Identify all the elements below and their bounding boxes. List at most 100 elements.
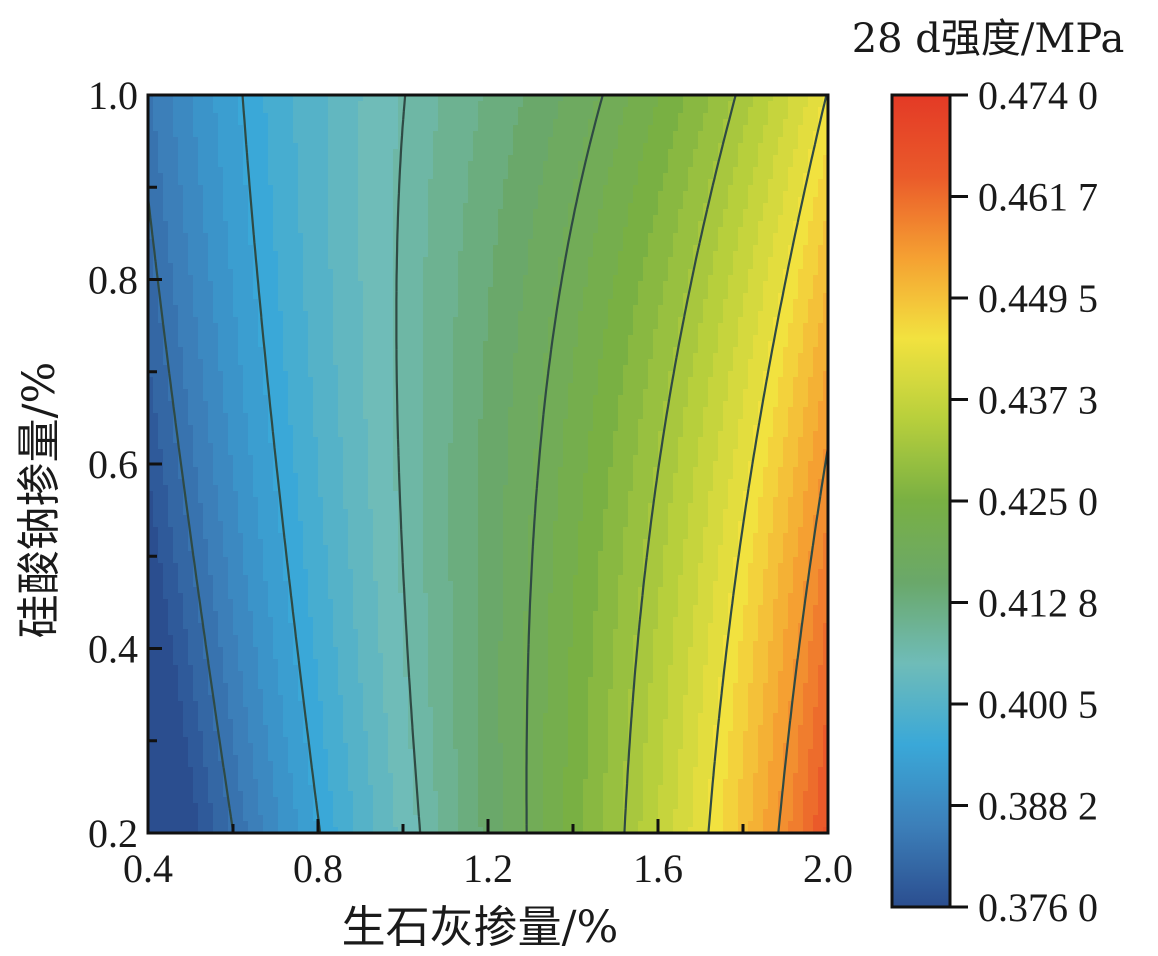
heatmap-cell [173, 335, 179, 342]
heatmap-cell [308, 809, 314, 816]
heatmap-cell [233, 605, 239, 612]
heatmap-cell [288, 371, 294, 378]
heatmap-cell [283, 593, 289, 600]
heatmap-cell [223, 353, 229, 360]
heatmap-cell [333, 383, 339, 390]
heatmap-cell [318, 707, 324, 714]
heatmap-cell [193, 419, 199, 426]
heatmap-cell [183, 389, 189, 396]
heatmap-cell [303, 113, 309, 120]
heatmap-cell [173, 323, 179, 330]
heatmap-cell [178, 803, 184, 810]
heatmap-cell [343, 317, 349, 324]
heatmap-cell [348, 473, 354, 480]
heatmap-cell [233, 479, 239, 486]
heatmap-cell [213, 155, 219, 162]
heatmap-cell [168, 191, 174, 198]
heatmap-cell [228, 251, 234, 258]
heatmap-cell [278, 815, 284, 822]
heatmap-cell [338, 665, 344, 672]
heatmap-cell [228, 257, 234, 264]
heatmap-cell [318, 809, 324, 816]
heatmap-cell [288, 659, 294, 666]
heatmap-cell [323, 179, 329, 186]
heatmap-cell [183, 479, 189, 486]
heatmap-cell [158, 575, 164, 582]
heatmap-cell [328, 641, 334, 648]
heatmap-cell [263, 263, 269, 270]
heatmap-cell [308, 395, 314, 402]
heatmap-cell [173, 167, 179, 174]
heatmap-cell [193, 791, 199, 798]
heatmap-cell [218, 413, 224, 420]
heatmap-cell [278, 809, 284, 816]
heatmap-cell [333, 713, 339, 720]
heatmap-cell [183, 143, 189, 150]
heatmap-cell [278, 827, 284, 833]
heatmap-cell [313, 821, 319, 828]
heatmap-cell [328, 209, 334, 216]
heatmap-cell [248, 779, 254, 786]
heatmap-cell [318, 257, 324, 264]
heatmap-cell [328, 419, 334, 426]
heatmap-cell [188, 509, 194, 516]
heatmap-cell [218, 359, 224, 366]
heatmap-cell [173, 275, 179, 282]
heatmap-cell [238, 797, 244, 804]
heatmap-cell [218, 725, 224, 732]
heatmap-cell [263, 149, 269, 156]
heatmap-cell [208, 587, 214, 594]
heatmap-cell [183, 665, 189, 672]
heatmap-cell [228, 689, 234, 696]
heatmap-cell [258, 713, 264, 720]
heatmap-cell [338, 803, 344, 810]
heatmap-cell [178, 797, 184, 804]
heatmap-cell [338, 785, 344, 792]
heatmap-cell [238, 659, 244, 666]
heatmap-cell [148, 425, 154, 432]
heatmap-cell [273, 221, 279, 228]
heatmap-cell [213, 203, 219, 210]
heatmap-cell [228, 779, 234, 786]
heatmap-cell [153, 467, 159, 474]
heatmap-cell [218, 353, 224, 360]
heatmap-cell [348, 143, 354, 150]
heatmap-cell [308, 641, 314, 648]
heatmap-cell [323, 137, 329, 144]
heatmap-cell [328, 293, 334, 300]
heatmap-cell [218, 185, 224, 192]
heatmap-cell [278, 281, 284, 288]
heatmap-cell [183, 95, 189, 102]
heatmap-cell [293, 395, 299, 402]
heatmap-cell [253, 119, 259, 126]
heatmap-cell [288, 527, 294, 534]
heatmap-cell [288, 359, 294, 366]
heatmap-cell [303, 497, 309, 504]
heatmap-cell [343, 761, 349, 768]
heatmap-cell [248, 827, 254, 833]
heatmap-cell [223, 197, 229, 204]
heatmap-cell [323, 809, 329, 816]
heatmap-cell [333, 773, 339, 780]
heatmap-cell [238, 533, 244, 540]
heatmap-cell [293, 437, 299, 444]
heatmap-cell [233, 755, 239, 762]
heatmap-cell [228, 653, 234, 660]
heatmap-cell [208, 167, 214, 174]
heatmap-cell [343, 539, 349, 546]
heatmap-cell [208, 695, 214, 702]
heatmap-cell [318, 173, 324, 180]
heatmap-cell [148, 407, 154, 414]
heatmap-cell [343, 581, 349, 588]
heatmap-cell [313, 197, 319, 204]
heatmap-cell [258, 485, 264, 492]
heatmap-cell [253, 611, 259, 618]
heatmap-cell [163, 653, 169, 660]
heatmap-cell [348, 287, 354, 294]
heatmap-cell [198, 197, 204, 204]
heatmap-cell [278, 299, 284, 306]
heatmap-cell [238, 281, 244, 288]
heatmap-cell [268, 191, 274, 198]
heatmap-cell [343, 101, 349, 108]
heatmap-cell [328, 773, 334, 780]
